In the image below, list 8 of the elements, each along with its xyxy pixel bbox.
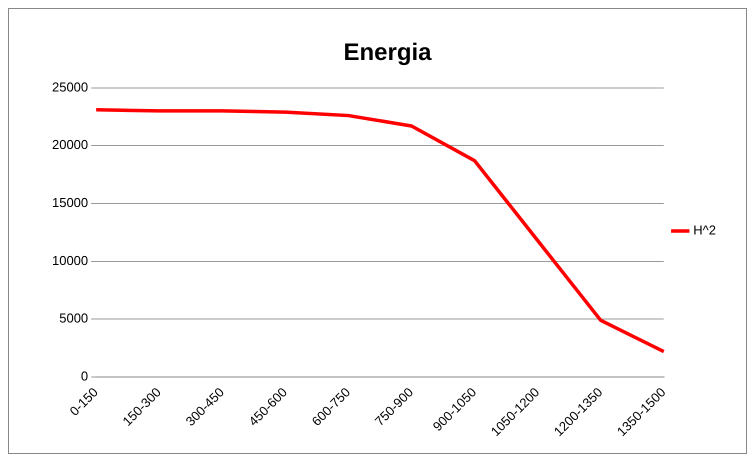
y-tick-label: 25000 [52, 79, 88, 94]
y-tick-label: 20000 [52, 137, 88, 152]
chart-title: Energia [343, 39, 432, 66]
legend-label: H^2 [693, 222, 716, 238]
y-tick-label: 0 [80, 368, 88, 384]
y-tick-label: 15000 [52, 195, 88, 210]
y-tick-label: 10000 [52, 252, 88, 268]
y-tick-label: 5000 [59, 310, 88, 326]
